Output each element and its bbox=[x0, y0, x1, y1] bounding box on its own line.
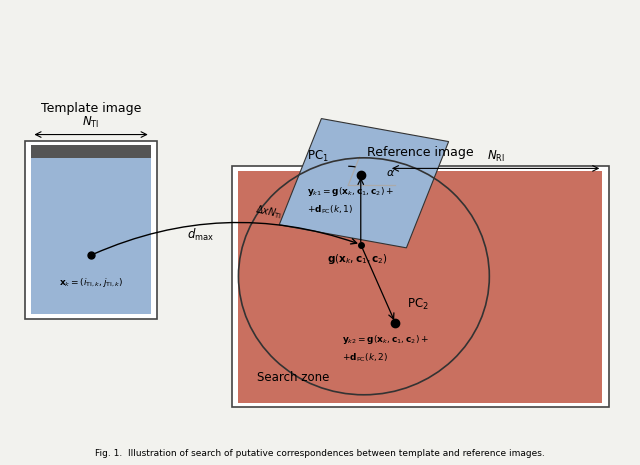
Text: Search zone: Search zone bbox=[257, 371, 330, 384]
FancyBboxPatch shape bbox=[31, 145, 150, 158]
Text: Template image: Template image bbox=[41, 102, 141, 115]
Text: $d_{\max}$: $d_{\max}$ bbox=[188, 227, 214, 243]
FancyBboxPatch shape bbox=[232, 166, 609, 407]
FancyBboxPatch shape bbox=[25, 141, 157, 319]
Text: $\mathbf{x}_k = (i_{\mathrm{TI},k},j_{\mathrm{TI},k})$: $\mathbf{x}_k = (i_{\mathrm{TI},k},j_{\m… bbox=[59, 276, 124, 289]
Text: $\mathrm{PC}_1$: $\mathrm{PC}_1$ bbox=[307, 149, 330, 164]
Text: $+\mathbf{d}_{\mathrm{PC}}(k,2)$: $+\mathbf{d}_{\mathrm{PC}}(k,2)$ bbox=[342, 352, 388, 364]
FancyBboxPatch shape bbox=[31, 145, 150, 314]
Text: $\mathbf{y}_{k1} = \mathbf{g}(\mathbf{x}_k, \mathbf{c}_1, \mathbf{c}_2)+$: $\mathbf{y}_{k1} = \mathbf{g}(\mathbf{x}… bbox=[307, 186, 394, 199]
Text: Fig. 1.  Illustration of search of putative correspondences between template and: Fig. 1. Illustration of search of putati… bbox=[95, 449, 545, 458]
Text: $\mathbf{g}(\mathbf{x}_k, \mathbf{c}_1, \mathbf{c}_2)$: $\mathbf{g}(\mathbf{x}_k, \mathbf{c}_1, … bbox=[327, 252, 388, 266]
Text: $N_{\mathrm{TI}}$: $N_{\mathrm{TI}}$ bbox=[83, 115, 100, 130]
Text: $N_{\mathrm{RI}}$: $N_{\mathrm{RI}}$ bbox=[486, 149, 504, 164]
Text: $\Delta x N_{\mathrm{TI}}$: $\Delta x N_{\mathrm{TI}}$ bbox=[254, 202, 284, 221]
Text: $\mathrm{PC}_2$: $\mathrm{PC}_2$ bbox=[406, 297, 428, 312]
FancyBboxPatch shape bbox=[239, 171, 602, 403]
Text: $\mathbf{y}_{k2} = \mathbf{g}(\mathbf{x}_k, \mathbf{c}_1, \mathbf{c}_2)+$: $\mathbf{y}_{k2} = \mathbf{g}(\mathbf{x}… bbox=[342, 333, 429, 346]
Text: Reference image: Reference image bbox=[367, 146, 474, 159]
Text: $+\mathbf{d}_{\mathrm{PC}}(k,1)$: $+\mathbf{d}_{\mathrm{PC}}(k,1)$ bbox=[307, 204, 354, 216]
Text: $\alpha$: $\alpha$ bbox=[386, 168, 395, 178]
Bar bbox=[279, 119, 449, 248]
